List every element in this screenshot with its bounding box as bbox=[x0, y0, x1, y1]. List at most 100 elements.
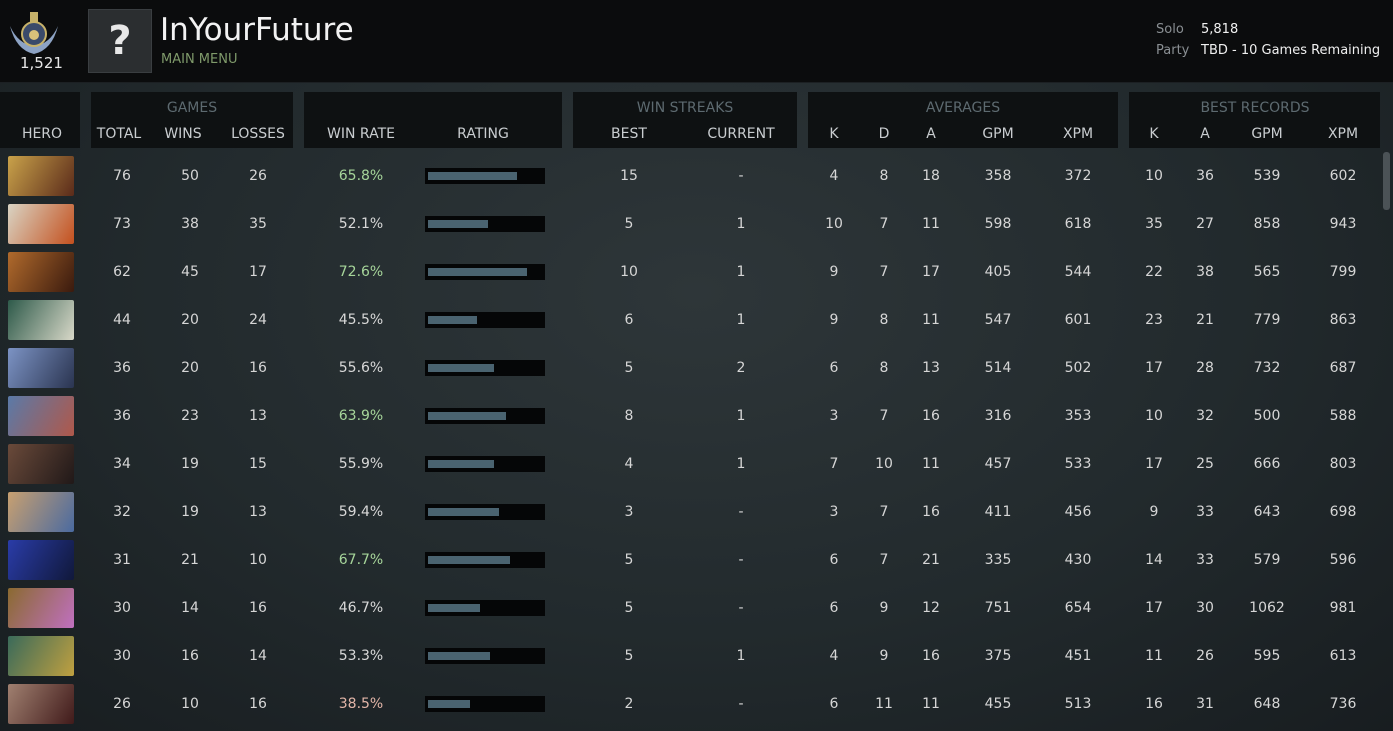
rating-bar bbox=[428, 268, 528, 276]
stat-cell: 20 bbox=[181, 360, 199, 376]
hero-portrait[interactable] bbox=[8, 300, 74, 340]
stat-cell: 32 bbox=[1196, 408, 1214, 424]
stat-cell: 601 bbox=[1064, 312, 1092, 328]
avatar[interactable]: ? bbox=[88, 9, 152, 73]
stat-cell: 16 bbox=[922, 648, 940, 664]
stat-cell: 18 bbox=[922, 168, 940, 184]
stat-cell: 38 bbox=[1196, 264, 1214, 280]
stat-cell: 20 bbox=[181, 312, 199, 328]
stat-cell: 5 bbox=[624, 600, 634, 616]
stat-cell: 779 bbox=[1253, 312, 1281, 328]
stat-cell: 19 bbox=[181, 504, 199, 520]
column-header[interactable]: CURRENT bbox=[707, 126, 775, 142]
column-header[interactable]: A bbox=[1200, 126, 1210, 142]
stat-cell: 10 bbox=[620, 264, 638, 280]
stat-cell: 698 bbox=[1329, 504, 1357, 520]
scrollbar[interactable] bbox=[1383, 152, 1390, 210]
hero-portrait[interactable] bbox=[8, 156, 74, 196]
column-header[interactable]: XPM bbox=[1327, 126, 1359, 142]
stat-cell: 16 bbox=[249, 696, 267, 712]
column-header[interactable]: GPM bbox=[1251, 126, 1283, 142]
header-group-box bbox=[1129, 92, 1380, 148]
column-header[interactable]: D bbox=[878, 126, 890, 142]
rating-track bbox=[425, 312, 545, 328]
column-header[interactable]: TOTAL bbox=[96, 126, 142, 142]
stat-cell: 863 bbox=[1329, 312, 1357, 328]
stat-cell: 30 bbox=[113, 648, 131, 664]
hero-portrait[interactable] bbox=[8, 396, 74, 436]
stat-cell: 513 bbox=[1064, 696, 1092, 712]
hero-portrait[interactable] bbox=[8, 492, 74, 532]
column-header[interactable]: WINS bbox=[164, 126, 202, 142]
stat-cell: 1 bbox=[736, 456, 746, 472]
hero-portrait[interactable] bbox=[8, 204, 74, 244]
stat-cell: - bbox=[738, 504, 744, 520]
hero-portrait[interactable] bbox=[8, 444, 74, 484]
stat-cell: 666 bbox=[1253, 456, 1281, 472]
stat-cell: 44 bbox=[113, 312, 131, 328]
win-rate: 55.9% bbox=[338, 456, 384, 472]
stat-cell: 613 bbox=[1329, 648, 1357, 664]
stat-cell: 547 bbox=[984, 312, 1012, 328]
stat-cell: 11 bbox=[1145, 648, 1163, 664]
column-header[interactable]: XPM bbox=[1062, 126, 1094, 142]
stat-cell: 8 bbox=[879, 168, 889, 184]
hero-portrait[interactable] bbox=[8, 588, 74, 628]
column-header[interactable]: RATING bbox=[457, 126, 509, 142]
group-label: AVERAGES bbox=[925, 100, 1001, 116]
win-rate: 63.9% bbox=[338, 408, 384, 424]
stat-cell: 22 bbox=[1145, 264, 1163, 280]
stat-cell: 35 bbox=[1145, 216, 1163, 232]
column-header[interactable]: BEST bbox=[611, 126, 647, 142]
stat-cell: 3 bbox=[624, 504, 634, 520]
stat-cell: 7 bbox=[879, 216, 889, 232]
stat-cell: 13 bbox=[922, 360, 940, 376]
stat-cell: 21 bbox=[181, 552, 199, 568]
column-header[interactable]: LOSSES bbox=[231, 126, 285, 142]
stat-cell: 16 bbox=[1145, 696, 1163, 712]
stat-cell: 687 bbox=[1329, 360, 1357, 376]
stat-cell: 858 bbox=[1253, 216, 1281, 232]
stat-cell: 25 bbox=[1196, 456, 1214, 472]
stat-cell: 35 bbox=[249, 216, 267, 232]
hero-portrait[interactable] bbox=[8, 684, 74, 724]
stat-cell: 430 bbox=[1064, 552, 1092, 568]
stat-cell: 11 bbox=[875, 696, 893, 712]
stat-cell: 6 bbox=[829, 600, 839, 616]
stat-cell: 2 bbox=[736, 360, 746, 376]
stat-cell: - bbox=[738, 552, 744, 568]
stat-cell: 76 bbox=[113, 168, 131, 184]
stat-cell: 4 bbox=[829, 648, 839, 664]
win-rate: 38.5% bbox=[338, 696, 384, 712]
stat-cell: 451 bbox=[1064, 648, 1092, 664]
group-label: BEST RECORDS bbox=[1200, 100, 1310, 116]
stat-cell: 456 bbox=[1064, 504, 1092, 520]
column-header[interactable]: A bbox=[926, 126, 936, 142]
stat-cell: 11 bbox=[922, 696, 940, 712]
stat-cell: 799 bbox=[1329, 264, 1357, 280]
column-header[interactable]: HERO bbox=[21, 126, 63, 142]
column-header[interactable]: WIN RATE bbox=[327, 126, 395, 142]
stat-cell: 654 bbox=[1064, 600, 1092, 616]
hero-portrait[interactable] bbox=[8, 636, 74, 676]
hero-portrait[interactable] bbox=[8, 540, 74, 580]
stat-cell: 21 bbox=[922, 552, 940, 568]
column-header[interactable]: GPM bbox=[982, 126, 1014, 142]
stat-cell: 16 bbox=[922, 408, 940, 424]
column-header[interactable]: K bbox=[1149, 126, 1159, 142]
column-header[interactable]: K bbox=[829, 126, 839, 142]
stat-cell: 15 bbox=[620, 168, 638, 184]
stat-cell: 502 bbox=[1064, 360, 1092, 376]
hero-portrait[interactable] bbox=[8, 252, 74, 292]
stat-cell: 596 bbox=[1329, 552, 1357, 568]
stat-cell: 6 bbox=[829, 696, 839, 712]
win-rate: 46.7% bbox=[338, 600, 384, 616]
stat-cell: 1 bbox=[736, 216, 746, 232]
main-menu-link[interactable]: MAIN MENU bbox=[161, 52, 238, 67]
stat-cell: 6 bbox=[624, 312, 634, 328]
stat-cell: 335 bbox=[984, 552, 1012, 568]
rating-bar bbox=[428, 412, 506, 420]
hero-portrait[interactable] bbox=[8, 348, 74, 388]
stat-cell: 14 bbox=[1145, 552, 1163, 568]
